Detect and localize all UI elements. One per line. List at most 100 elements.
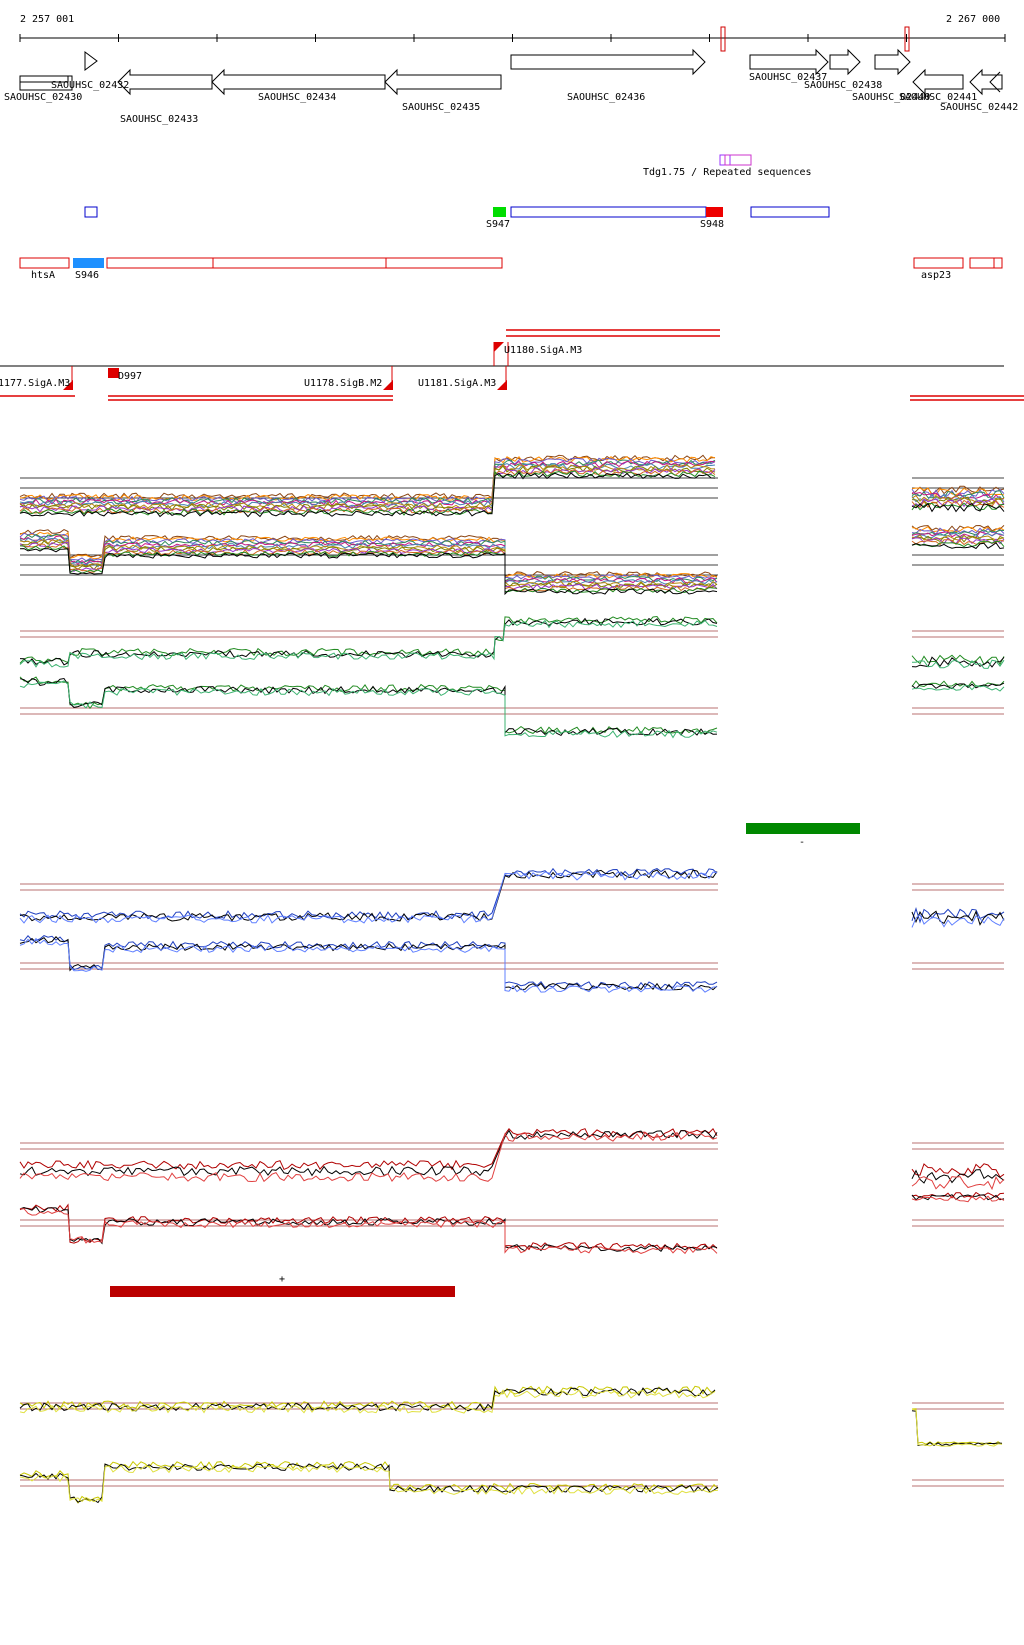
expression-panel-yellow [19,1385,1004,1504]
expression-trace [911,1191,1005,1199]
promoter-label-D997: D997 [118,371,142,382]
significance-bar-minus[interactable]: - [746,823,860,848]
region-label-S946: S946 [75,270,99,281]
expression-panel-blue [19,867,1005,994]
expression-trace [911,499,1005,509]
gene-SAOUHSC_02432[interactable]: SAOUHSC_02432 [51,51,129,91]
region-S946[interactable] [73,258,104,268]
expression-trace [911,524,1005,532]
expression-trace [19,1460,719,1504]
expression-trace [911,1163,1005,1178]
gene-SAOUHSC_02441[interactable]: SAOUHSC_02441 [899,68,977,103]
promoter-D997[interactable]: D997 [108,368,142,382]
expression-trace [19,1131,718,1183]
expression-trace [19,619,718,668]
expression-trace [19,548,718,596]
expression-trace [911,535,1005,543]
expression-trace [19,459,716,505]
repeated-sequences-label: Tdg1.75 / Repeated sequences [643,167,812,178]
expression-trace [19,869,718,922]
coordinate-ruler: 2 257 001 2 267 000 [19,14,1006,52]
gene-SAOUHSC_02436[interactable]: SAOUHSC_02436 [510,48,706,103]
expression-trace [911,910,1005,926]
promoter-label-U1181: U1181.SigA.M3 [418,378,496,389]
gene-SAOUHSC_02438[interactable]: SAOUHSC_02438 [804,48,882,91]
expression-panel-multi [19,454,1005,596]
segment-S947[interactable] [493,207,506,217]
expression-trace [911,1176,1005,1191]
region-htsA[interactable] [19,257,70,269]
segment-track: S947 S948 [84,206,830,230]
segment-S948[interactable] [706,207,723,217]
expression-trace [19,538,718,587]
region-asp23[interactable] [913,257,964,269]
expression-trace [911,542,1005,550]
expression-trace [19,935,718,989]
expression-trace [19,471,716,518]
promoter-U1177[interactable]: U1177.SigA.M3 [0,366,73,390]
expression-trace [911,1410,1003,1447]
expression-trace [911,1194,1005,1201]
region-label-asp23: asp23 [921,270,951,281]
promoter-label-U1177: U1177.SigA.M3 [0,378,70,389]
significance-bar-plus[interactable]: + [110,1274,455,1297]
expression-panel-green [19,615,1005,739]
gene-SAOUHSC_02440[interactable]: SAOUHSC_02440 [852,48,930,103]
expression-trace [911,534,1005,541]
gene-label: SAOUHSC_02434 [258,92,336,103]
gene-SAOUHSC_02442[interactable]: SAOUHSC_02442 [940,68,1018,113]
gene-label: SAOUHSC_02433 [120,114,198,125]
repeated-sequences-track[interactable]: Tdg1.75 / Repeated sequences [643,154,812,178]
expression-trace [19,470,716,516]
expression-trace [19,1464,719,1503]
promoter-U1180[interactable]: U1180.SigA.M3 [493,342,582,366]
expression-trace [911,684,1005,692]
expression-trace [911,1408,1003,1446]
ruler-end-label: 2 267 000 [946,14,1000,25]
gene-track: SAOUHSC_02430 SAOUHSC_02432 SAOUHSC_0243… [4,48,1018,125]
gene-label: SAOUHSC_02442 [940,102,1018,113]
expression-trace [911,680,1005,688]
promoter-label-U1178: U1178.SigB.M2 [304,378,382,389]
promoter-label-U1180: U1180.SigA.M3 [504,345,582,356]
expression-trace [911,491,1005,500]
expression-trace [19,1129,718,1177]
gene-SAOUHSC_02437[interactable]: SAOUHSC_02437 [749,48,829,83]
expression-trace [19,469,716,514]
expression-trace [20,1208,718,1255]
expression-trace [19,535,718,584]
gene-label: SAOUHSC_02436 [567,92,645,103]
expression-trace [911,502,1005,513]
segment-label-S947: S947 [486,219,510,230]
expression-trace [19,540,718,589]
promoter-U1181[interactable]: U1181.SigA.M3 [418,366,507,390]
gene-SAOUHSC_02434[interactable]: SAOUHSC_02434 [211,68,386,103]
promoter-U1178[interactable]: U1178.SigB.M2 [304,366,393,390]
expression-trace [912,659,1005,669]
gene-SAOUHSC_02433[interactable]: SAOUHSC_02433 [117,68,213,125]
segment-label-S948: S948 [700,219,724,230]
expression-trace [19,1205,718,1253]
expression-trace [19,545,718,594]
gene-label: SAOUHSC_02437 [749,72,827,83]
expression-trace [911,490,1005,499]
expression-trace [911,498,1005,508]
gene-SAOUHSC_02435[interactable]: SAOUHSC_02435 [384,68,502,113]
expression-trace [911,1195,1005,1203]
gene-SAOUHSC_02430[interactable]: SAOUHSC_02430 [4,75,82,103]
expression-panel-red [19,1127,1005,1255]
expression-trace [911,682,1005,690]
significance-sign-plus: + [279,1274,285,1285]
gene-label: SAOUHSC_02435 [402,102,480,113]
expression-trace [19,1203,718,1251]
expression-trace [19,680,718,739]
expression-trace [19,541,718,590]
expression-trace [911,654,1005,666]
expression-trace [19,543,718,592]
expression-trace [19,676,718,735]
expression-trace [911,1408,1003,1447]
expression-trace [19,1387,716,1412]
expression-trace [19,532,718,581]
expression-trace [19,1385,716,1410]
